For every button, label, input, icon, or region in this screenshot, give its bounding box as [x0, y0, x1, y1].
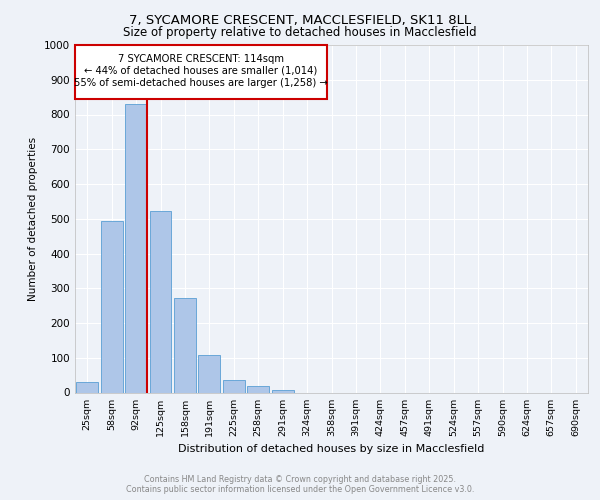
Bar [247, 386, 269, 392]
X-axis label: Distribution of detached houses by size in Macclesfield: Distribution of detached houses by size … [178, 444, 485, 454]
FancyBboxPatch shape [76, 45, 326, 99]
Bar [101, 221, 122, 392]
Bar [125, 104, 147, 393]
Text: Size of property relative to detached houses in Macclesfield: Size of property relative to detached ho… [123, 26, 477, 39]
Text: 55% of semi-detached houses are larger (1,258) →: 55% of semi-detached houses are larger (… [74, 78, 328, 88]
Y-axis label: Number of detached properties: Number of detached properties [28, 136, 38, 301]
Bar [76, 382, 98, 392]
Text: Contains HM Land Registry data © Crown copyright and database right 2025.
Contai: Contains HM Land Registry data © Crown c… [126, 474, 474, 494]
Bar [223, 380, 245, 392]
Text: 7, SYCAMORE CRESCENT, MACCLESFIELD, SK11 8LL: 7, SYCAMORE CRESCENT, MACCLESFIELD, SK11… [129, 14, 471, 27]
Bar [174, 298, 196, 392]
Bar [199, 356, 220, 393]
Text: ← 44% of detached houses are smaller (1,014): ← 44% of detached houses are smaller (1,… [85, 66, 317, 76]
Bar [272, 390, 293, 392]
Bar [149, 212, 172, 392]
Text: 7 SYCAMORE CRESCENT: 114sqm: 7 SYCAMORE CRESCENT: 114sqm [118, 54, 284, 64]
